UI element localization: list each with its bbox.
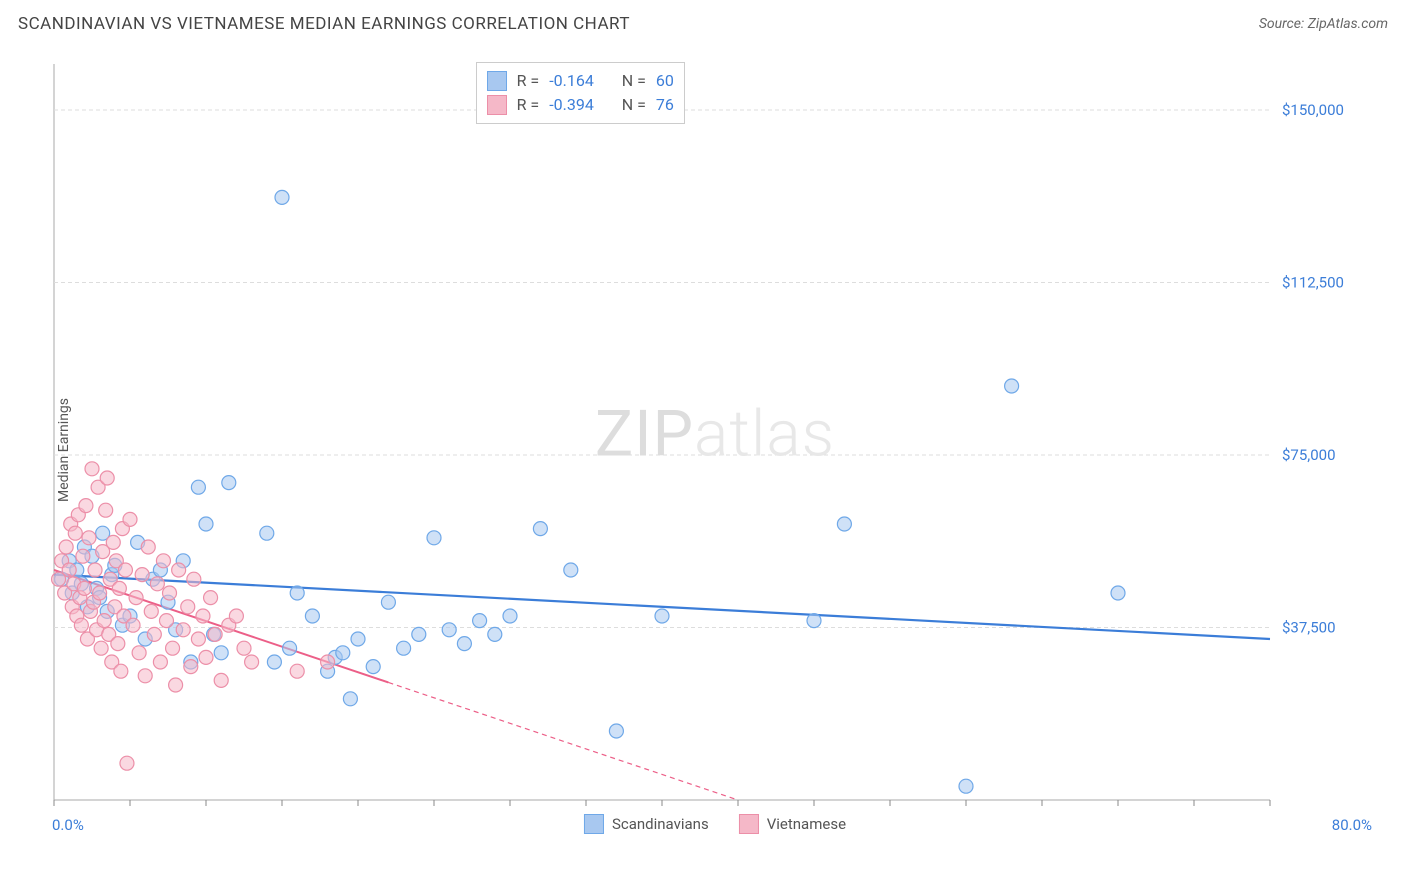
chart-title: SCANDINAVIAN VS VIETNAMESE MEDIAN EARNIN…	[18, 14, 630, 34]
stats-row: R = -0.164 N = 60	[487, 69, 674, 93]
svg-text:$112,500: $112,500	[1282, 274, 1344, 292]
y-axis-label: Median Earnings	[56, 398, 72, 502]
svg-text:$150,000: $150,000	[1282, 101, 1344, 119]
stats-row: R = -0.394 N = 76	[487, 93, 674, 117]
legend-item: Vietnamese	[739, 814, 846, 834]
correlation-stats-box: R = -0.164 N = 60R = -0.394 N = 76	[476, 62, 685, 124]
source-attribution: Source: ZipAtlas.com	[1259, 16, 1388, 32]
x-axis-min-label: 0.0%	[52, 816, 84, 834]
svg-text:$37,500: $37,500	[1282, 619, 1336, 637]
svg-text:$75,000: $75,000	[1282, 446, 1336, 464]
chart-canvas: $37,500 $75,000 $112,500 $150,000	[50, 60, 1380, 840]
scatter-plot: Median Earnings ZIPatlas $37,500$75,000$…	[50, 60, 1380, 840]
legend-item: Scandinavians	[584, 814, 709, 834]
x-axis-max-label: 80.0%	[1332, 816, 1372, 834]
series-legend: Scandinavians Vietnamese	[584, 814, 846, 834]
